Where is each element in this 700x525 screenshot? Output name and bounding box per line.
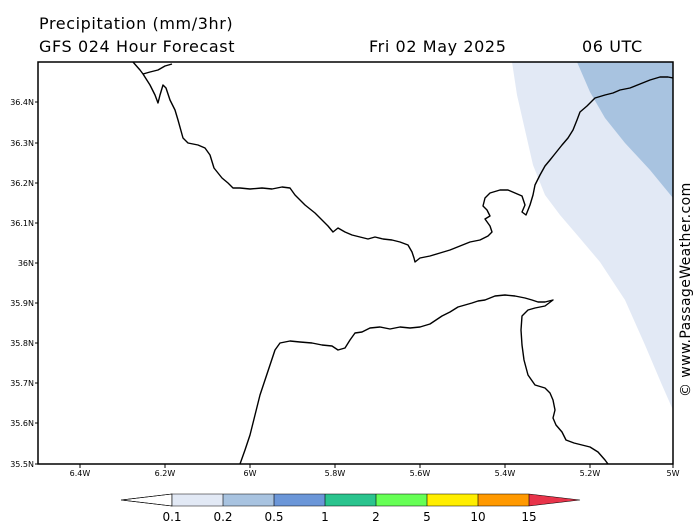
lon-label: 5.2W [580, 469, 601, 478]
legend-swatch [427, 494, 478, 506]
map-title: Precipitation (mm/3hr) [39, 14, 234, 33]
legend-dividers [171, 494, 530, 506]
lon-label: 5.6W [410, 469, 431, 478]
longitude-axis: 6.4W 6.2W 6W 5.8W 5.6W 5.4W 5.2W 5W [70, 464, 680, 478]
legend-label: 15 [521, 510, 536, 524]
legend-swatch [120, 493, 173, 507]
lon-label: 5.8W [325, 469, 346, 478]
legend-label: 10 [470, 510, 485, 524]
legend-label: 0.5 [264, 510, 283, 524]
lat-label: 36N [18, 259, 34, 268]
lat-label: 35.6N [10, 419, 34, 428]
lat-label: 36.4N [10, 98, 34, 107]
coastline-spain-atlantic [132, 62, 673, 263]
legend-swatch [223, 494, 274, 506]
precip-legend: 0.1 0.2 0.5 1 2 5 10 15 [120, 493, 581, 524]
lon-label: 5W [667, 469, 680, 478]
legend-label: 0.2 [213, 510, 232, 524]
lat-label: 35.8N [10, 339, 34, 348]
map-area [38, 62, 673, 464]
legend-swatch [325, 494, 376, 506]
lat-label: 35.7N [10, 379, 34, 388]
lat-label: 36.2N [10, 179, 34, 188]
lon-label: 6W [244, 469, 257, 478]
latitude-axis: 36.4N 36.3N 36.2N 36.1N 36N 35.9N 35.8N … [10, 98, 38, 469]
lon-label: 6.4W [70, 469, 91, 478]
legend-label: 1 [321, 510, 329, 524]
legend-swatch [478, 494, 529, 506]
forecast-time: 06 UTC [582, 37, 643, 56]
legend-label: 5 [423, 510, 431, 524]
coastline [132, 62, 673, 464]
site-credit: © www.PassageWeather.com [678, 182, 694, 397]
coastline-morocco [239, 294, 609, 464]
legend-label: 2 [372, 510, 380, 524]
legend-outline [120, 493, 581, 507]
lat-label: 36.1N [10, 219, 34, 228]
lon-label: 6.2W [155, 469, 176, 478]
lon-label: 5.4W [495, 469, 516, 478]
legend-swatch [274, 494, 325, 506]
legend-swatch [376, 494, 427, 506]
legend-swatch [529, 494, 580, 506]
lat-label: 35.9N [10, 299, 34, 308]
lat-label: 36.3N [10, 139, 34, 148]
legend-swatch [172, 494, 223, 506]
forecast-model-label: GFS 024 Hour Forecast [39, 37, 236, 56]
legend-label: 0.1 [162, 510, 181, 524]
forecast-date: Fri 02 May 2025 [369, 37, 507, 56]
lat-label: 35.5N [10, 460, 34, 469]
